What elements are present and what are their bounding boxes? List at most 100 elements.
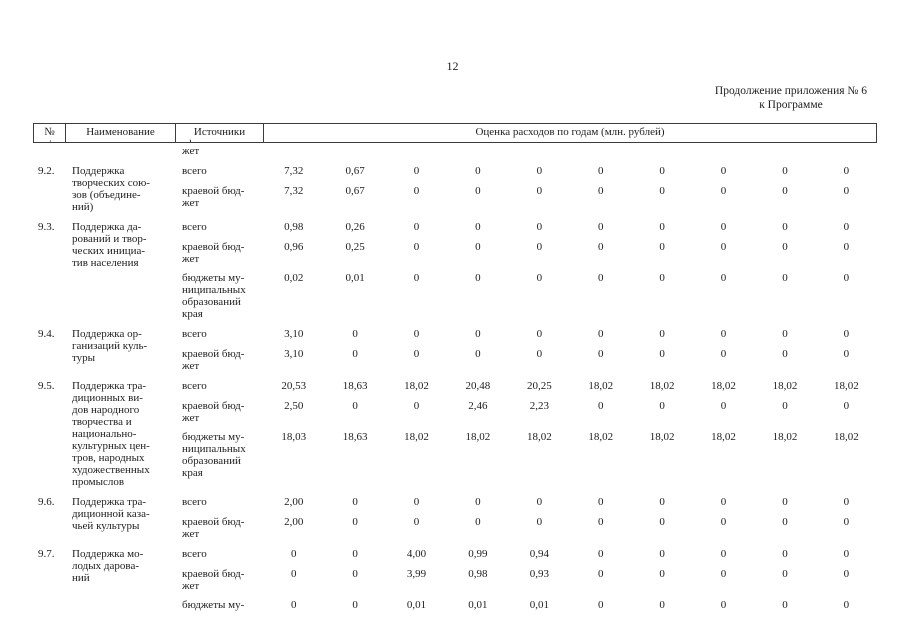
value-cell: 0 [597,516,604,528]
funding-subrow: бюджеты му- 0 0 0,01 [175,599,877,611]
value-cell: 0 [352,516,358,528]
value-cell: 0 [782,496,788,508]
value-cell: 0 [475,516,481,528]
table-body: 9.2. Поддержка творческих сою- зов (объе… [33,165,877,611]
value-cells: 0 0 4,00 0,99 0,94 [263,548,877,560]
value-cell: 0 [597,272,604,284]
value-cell: 7,32 [284,185,304,197]
value-cell: 0 [475,272,481,284]
value-cell: 0,98 [284,221,304,233]
funding-source-cell: всего [182,328,207,340]
funding-subrow: краевой бюд- жет 0,96 0,25 0 [175,241,877,265]
row-subrows: всего 0 0 4,00 [175,548,877,611]
value-cell: 0,26 [345,221,365,233]
value-cell: 0 [475,348,481,360]
value-cell: 0,94 [529,548,549,560]
value-cell: 18,02 [711,431,736,443]
table-row: 9.6. Поддержка тра- диционной каза- чьей… [33,496,877,540]
annex-note-line2: к Программе [759,99,823,111]
value-cell: 0 [782,165,788,177]
funding-subrow: всего 0 0 4,00 [175,548,877,560]
value-cell: 18,63 [342,431,368,443]
value-cell: 18,02 [711,380,736,392]
value-cell: 20,25 [526,380,552,392]
value-cell: 0 [659,241,665,253]
row-name-cell: Поддержка мо- лодых дарова- ний [72,548,144,584]
value-cell: 2,23 [529,400,549,412]
row-subrows: всего 7,32 0,67 0 [175,165,877,213]
value-cell: 0,01 [345,272,365,284]
value-cell: 0 [843,548,850,560]
value-cell: 0 [352,328,358,340]
table-row: 9.4. Поддержка ор- ганизаций куль- туры … [33,328,877,372]
value-cell: 0 [782,185,788,197]
funding-source-cell: всего [182,380,207,392]
header-col-name: Наименование основного [66,124,176,142]
value-cell: 0,02 [284,272,304,284]
value-cells: 7,32 0,67 0 0 0 [263,185,877,209]
funding-source-cell: краевой бюд- жет [182,568,245,592]
value-cell: 0 [843,165,850,177]
value-cell: 0 [843,241,850,253]
row-name-cell: Поддержка творческих сою- зов (объедине-… [72,165,150,213]
value-cell: 0 [597,185,604,197]
value-cell: 0,98 [468,568,488,580]
value-cell: 0 [597,400,604,412]
value-cell: 0 [659,568,665,580]
value-cell: 0 [413,496,420,508]
value-cell: 18,02 [833,380,859,392]
funding-source-cell: краевой бюд- жет [182,185,245,209]
value-cell: 18,02 [588,380,614,392]
funding-source-cell: краевой бюд- жет [182,348,245,372]
value-cell: 0 [597,328,604,340]
row-subrows: всего 2,00 0 0 [175,496,877,540]
value-cell: 0 [720,496,727,508]
value-cell: 0 [720,516,727,528]
header-col-source: Источники финансирова- [176,124,264,142]
value-cell: 0 [659,599,665,611]
value-cell: 0 [843,272,850,284]
value-cell: 0 [597,241,604,253]
value-cell: 0 [720,185,727,197]
value-cell: 0 [536,165,543,177]
value-cell: 0 [720,328,727,340]
value-cell: 0 [290,548,297,560]
value-cell: 4,00 [406,548,427,560]
funding-subrow: краевой бюд- жет 3,10 0 0 [175,348,877,372]
value-cells: 2,00 0 0 0 0 [263,516,877,540]
value-cell: 0 [782,348,788,360]
value-cell: 0 [720,241,727,253]
value-cell: 0 [597,568,604,580]
value-cell: 0 [413,241,420,253]
funding-source-cell: бюджеты му- [182,599,245,611]
value-cell: 0 [659,516,665,528]
value-cell: 2,46 [468,400,488,412]
row-number-cell: 9.3. [38,221,55,233]
value-cell: 0 [659,496,665,508]
funding-subrow: всего 3,10 0 0 [175,328,877,340]
funding-subrow: всего 20,53 18,63 18,02 [175,380,877,392]
funding-subrow: краевой бюд- жет 2,00 0 0 [175,516,877,540]
value-cell: 0 [413,221,420,233]
funding-subrow: краевой бюд- жет 7,32 0,67 0 [175,185,877,209]
value-cell: 0 [782,221,788,233]
value-cell: 0 [413,348,420,360]
value-cell: 0 [597,348,604,360]
value-cell: 0 [475,496,481,508]
value-cell: 0 [413,165,420,177]
table-row: 9.2. Поддержка творческих сою- зов (объе… [33,165,877,213]
value-cell: 18,02 [404,431,429,443]
row-number-cell: 9.7. [38,548,55,560]
value-cell: 0 [782,568,788,580]
funding-source-cell: краевой бюд- жет [182,400,245,424]
value-cell: 0 [536,185,543,197]
value-cell: 0 [659,185,665,197]
value-cell: 0 [659,165,665,177]
funding-source-cell: краевой бюд- жет [182,516,245,540]
value-cell: 0 [475,165,481,177]
value-cell: 18,02 [649,380,675,392]
value-cell: 0,96 [284,241,304,253]
value-cell: 20,53 [281,380,307,392]
row-number-cell: 9.2. [38,165,55,177]
value-cells: 0,02 0,01 0 0 0 [263,272,877,320]
